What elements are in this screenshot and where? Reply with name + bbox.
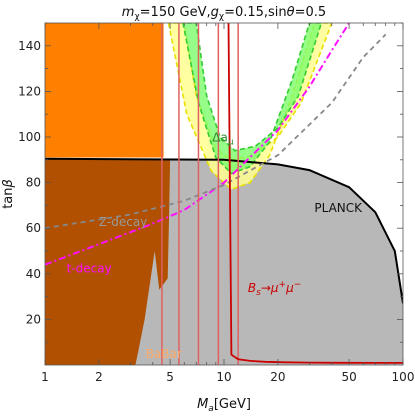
y-tick-label: 40 (26, 267, 41, 281)
orange-excluded-region (45, 23, 164, 158)
x-axis: 1 2 5 10 20 50 100 (41, 23, 414, 384)
x-tick-label: 20 (270, 370, 285, 384)
y-tick-label: 60 (26, 221, 41, 235)
x-axis-label: Ma[GeV] (197, 397, 251, 414)
y-tick-label: 120 (18, 84, 41, 98)
x-tick-label: 1 (41, 370, 49, 384)
plot-area (45, 23, 403, 365)
delta-amu-1sigma-region (182, 23, 323, 175)
x-tick-label: 100 (392, 370, 415, 384)
brown-overlap-region (45, 158, 171, 365)
y-tick-label: 20 (26, 312, 41, 326)
t-decay-curve (45, 23, 350, 266)
y-axis-label: tanβ (1, 179, 16, 209)
x-tick-label: 5 (166, 370, 174, 384)
y-tick-label: 140 (18, 39, 41, 53)
z-decay-label: Z-decay (99, 215, 147, 229)
x-tick-label: 50 (341, 370, 356, 384)
babar-label: BaBar (146, 347, 182, 361)
bs-label: Bs→μ+μ− (248, 280, 301, 298)
t-decay-label: t-decay (67, 262, 112, 276)
bs-mumu-contour (227, 23, 403, 364)
annotations: Z-decay t-decay Δaμ PLANCK Bs→μ+μ− BaBar (67, 131, 364, 362)
y-axis: 20 40 60 80 100 120 140 (18, 22, 403, 343)
chart-title: mχ=150 GeV,gχ=0.15,sinθ=0.5 (122, 5, 326, 22)
x-tick-label: 10 (216, 370, 231, 384)
y-tick-label: 100 (18, 130, 41, 144)
planck-label: PLANCK (314, 201, 363, 215)
planck-boundary (45, 157, 403, 304)
y-tick-label: 80 (26, 176, 41, 190)
x-tick-label: 2 (95, 370, 103, 384)
